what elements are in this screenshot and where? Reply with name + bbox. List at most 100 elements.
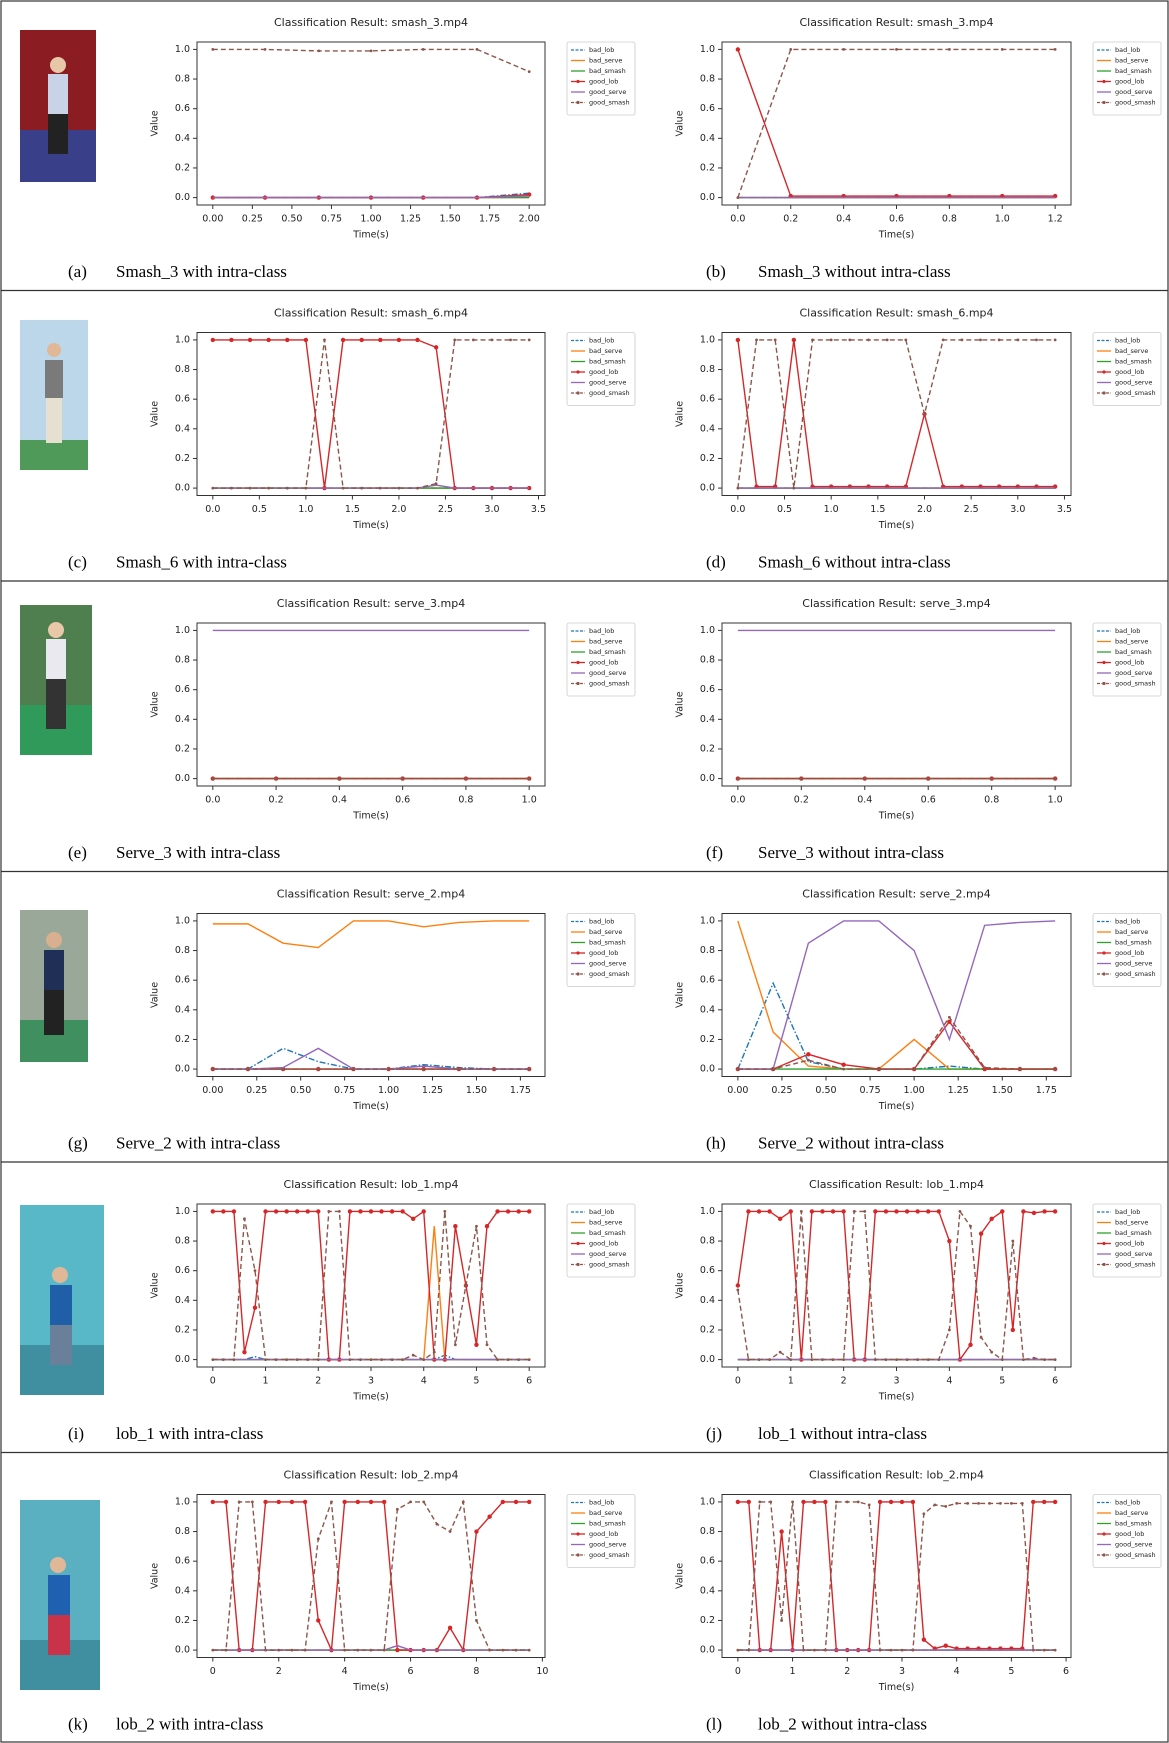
legend-marker <box>1102 79 1106 84</box>
series-marker <box>968 1342 973 1347</box>
series-marker <box>421 1209 426 1214</box>
y-tick-label: 0.4 <box>175 1295 190 1306</box>
legend-label: bad_smash <box>1115 1520 1152 1528</box>
series-marker <box>1041 1499 1047 1505</box>
series-marker <box>263 48 267 51</box>
legend-label: good_serve <box>1115 88 1152 96</box>
series-marker <box>746 1209 751 1214</box>
legend-label: bad_serve <box>1115 57 1148 65</box>
x-tick-label: 0.8 <box>984 795 999 806</box>
legend-label: bad_lob <box>1115 1499 1140 1507</box>
series-marker <box>899 1499 905 1505</box>
x-tick-label: 6 <box>1052 1376 1058 1387</box>
legend-label: good_smash <box>1115 970 1156 978</box>
y-tick-label: 0.8 <box>700 364 715 375</box>
series-marker <box>285 486 289 490</box>
x-tick-label: 0.0 <box>730 504 745 515</box>
series-marker <box>823 1499 828 1505</box>
series-marker <box>471 338 475 342</box>
legend-label: bad_serve <box>589 928 622 936</box>
y-tick-label: 0.0 <box>175 1645 190 1656</box>
plot-frame <box>721 622 1072 787</box>
plot-frame <box>721 332 1072 496</box>
series-marker <box>356 1648 360 1652</box>
series-marker <box>461 1500 465 1504</box>
series-marker <box>873 1209 878 1214</box>
y-tick-label: 0.8 <box>175 364 190 375</box>
series-marker <box>527 70 531 74</box>
y-tick-label: 0.0 <box>175 1354 190 1365</box>
series-marker <box>1043 1358 1046 1361</box>
series-marker <box>211 1358 215 1361</box>
series-marker <box>500 1499 506 1505</box>
series-marker <box>250 1500 254 1504</box>
y-tick-label: 0.8 <box>700 74 715 85</box>
series-marker <box>316 1618 321 1623</box>
legend-marker <box>576 391 580 395</box>
series-marker <box>947 1019 952 1024</box>
y-tick-label: 0.6 <box>175 975 190 986</box>
series-marker <box>810 1358 814 1361</box>
x-tick-label: 6 <box>526 1376 532 1387</box>
legend-label: bad_lob <box>589 1208 614 1216</box>
series-marker <box>453 338 457 342</box>
y-tick-label: 0.0 <box>700 1354 715 1365</box>
series-marker <box>316 1537 320 1541</box>
y-tick-label: 0.4 <box>175 1585 190 1596</box>
panel-label: (d) <box>706 552 726 571</box>
series-marker <box>735 47 741 52</box>
series-marker <box>211 777 215 780</box>
legend-marker <box>1102 391 1106 395</box>
legend-label: good_serve <box>589 1250 626 1258</box>
series-marker <box>735 1283 741 1288</box>
y-axis-label: Value <box>675 110 686 136</box>
legend-marker <box>1102 1532 1106 1536</box>
panel-label: (k) <box>68 1714 88 1733</box>
y-tick-label: 0.8 <box>700 945 715 956</box>
series-marker <box>247 337 253 343</box>
chart-title: Classification Result: smash_6.mp4 <box>799 307 993 320</box>
series-marker <box>433 345 439 350</box>
series-marker <box>263 1499 268 1505</box>
series-marker <box>845 1500 849 1504</box>
chart-title: Classification Result: lob_1.mp4 <box>284 1178 459 1191</box>
legend-label: good_serve <box>589 88 626 96</box>
y-tick-label: 1.0 <box>175 1496 190 1507</box>
x-tick-label: 6 <box>1063 1666 1069 1677</box>
series-marker <box>852 1210 856 1213</box>
legend-label: good_serve <box>1115 379 1152 387</box>
x-tick-label: 1.25 <box>400 214 421 225</box>
y-tick-label: 0.2 <box>175 1615 190 1626</box>
y-tick-label: 1.0 <box>175 915 190 926</box>
series-marker <box>955 1501 959 1505</box>
x-tick-label: 0.5 <box>252 504 267 515</box>
legend-marker <box>576 79 580 84</box>
series-marker <box>409 1500 412 1504</box>
legend-label: good_lob <box>1115 1240 1144 1248</box>
x-tick-label: 1 <box>790 1666 796 1677</box>
legend-label: good_smash <box>589 1261 630 1269</box>
series-marker <box>492 1067 496 1071</box>
panel-caption: Smash_6 without intra-class <box>758 552 951 571</box>
x-tick-label: 3 <box>368 1376 374 1387</box>
series-marker <box>989 1216 994 1222</box>
x-tick-label: 4 <box>954 1666 960 1677</box>
y-tick-label: 0.8 <box>175 1526 190 1537</box>
legend-label: bad_smash <box>1115 939 1152 947</box>
y-tick-label: 1.0 <box>700 625 715 636</box>
x-tick-label: 0.2 <box>269 795 284 806</box>
series-marker <box>779 1529 784 1534</box>
series-marker <box>211 1648 215 1652</box>
series-marker <box>747 1648 751 1652</box>
x-tick-label: 0.0 <box>730 795 745 806</box>
y-tick-label: 0.2 <box>175 453 190 464</box>
series-marker <box>791 1500 794 1504</box>
x-tick-label: 0.4 <box>836 214 851 225</box>
series-marker <box>453 1343 457 1347</box>
legend-label: good_lob <box>1115 949 1144 957</box>
x-tick-label: 0.25 <box>242 214 263 225</box>
legend-label: good_lob <box>589 78 618 86</box>
panel-label: (e) <box>68 843 87 862</box>
player-photo <box>20 910 88 1062</box>
series-marker <box>841 1209 846 1214</box>
